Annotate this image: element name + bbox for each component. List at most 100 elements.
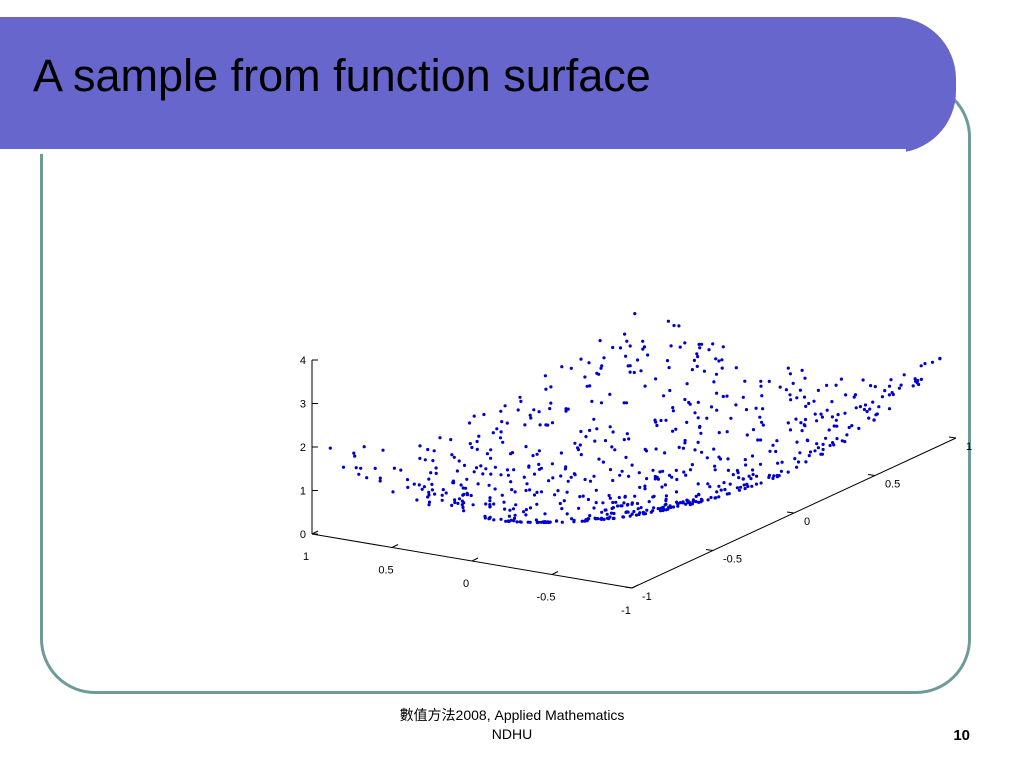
data-point [626,510,630,514]
data-point [503,507,507,511]
data-point [674,468,678,472]
data-point [887,407,892,411]
data-point [456,501,460,505]
data-point [666,319,671,323]
data-point [566,479,570,483]
data-point [930,360,935,364]
data-point [579,357,583,361]
data-point [423,458,427,462]
data-point [583,375,587,379]
data-point [713,464,717,468]
data-point [499,430,503,434]
data-point [592,506,596,510]
data-point [611,500,615,505]
data-point [600,510,604,514]
data-point [492,518,496,522]
data-point [720,366,724,370]
data-point [488,496,492,500]
data-point [663,483,668,487]
data-point [683,441,687,445]
data-point [721,394,725,399]
data-point [671,429,675,433]
data-point [899,383,903,387]
data-point [562,499,566,503]
data-point [695,352,699,356]
data-point [493,487,497,491]
data-point [357,472,361,476]
data-point [658,470,662,474]
data-point [608,392,612,396]
data-point [531,454,535,458]
data-point [774,449,778,454]
data-point [453,498,457,502]
data-point [839,377,844,381]
data-point [873,385,877,389]
data-point [573,441,577,445]
data-point [643,384,647,388]
data-point [735,486,740,490]
data-point [850,424,854,428]
data-point [731,473,735,477]
data-point [618,346,623,350]
data-point [637,512,641,517]
data-point [844,393,848,397]
data-point [595,371,599,375]
data-point [827,428,831,432]
data-point [700,342,704,346]
data-point [688,500,692,505]
data-point [659,506,663,510]
data-point [422,485,426,489]
data-point [548,407,552,411]
data-point [715,490,719,494]
x-tick-label: 0.5 [378,565,393,577]
data-point [683,438,687,443]
data-point [602,517,606,522]
content-frame [40,82,971,694]
data-point [845,433,849,437]
data-point [643,447,647,451]
data-point [754,406,758,410]
data-point [476,482,480,486]
data-point [584,518,588,522]
data-point [825,383,829,387]
data-point [709,495,713,500]
data-point [512,468,516,472]
data-point [867,416,871,420]
data-point [440,493,444,497]
data-point [646,353,650,357]
data-point [535,452,539,456]
data-point [788,393,792,397]
data-point [362,445,366,449]
data-point [697,500,701,504]
data-point [614,500,618,504]
data-point [666,506,671,510]
data-point [756,438,760,442]
data-point [722,481,726,485]
data-point [800,429,804,433]
data-point [556,489,560,493]
data-point [462,501,466,505]
data-point [917,382,921,387]
title-bar [0,17,956,154]
data-point [712,380,716,384]
data-point [852,395,856,399]
data-point [755,474,759,478]
data-point [587,361,591,365]
data-point [594,517,598,521]
data-point [565,490,569,494]
data-point [793,457,797,461]
data-point [506,519,510,523]
data-point [599,366,603,370]
data-point [853,393,858,397]
data-point [548,520,552,524]
data-point [664,499,668,503]
data-point [804,404,808,408]
data-point [492,502,496,506]
data-point [500,493,504,497]
data-point [608,425,612,429]
data-point [499,517,503,521]
data-point [639,369,643,373]
data-point [877,405,881,409]
data-point [675,500,679,504]
